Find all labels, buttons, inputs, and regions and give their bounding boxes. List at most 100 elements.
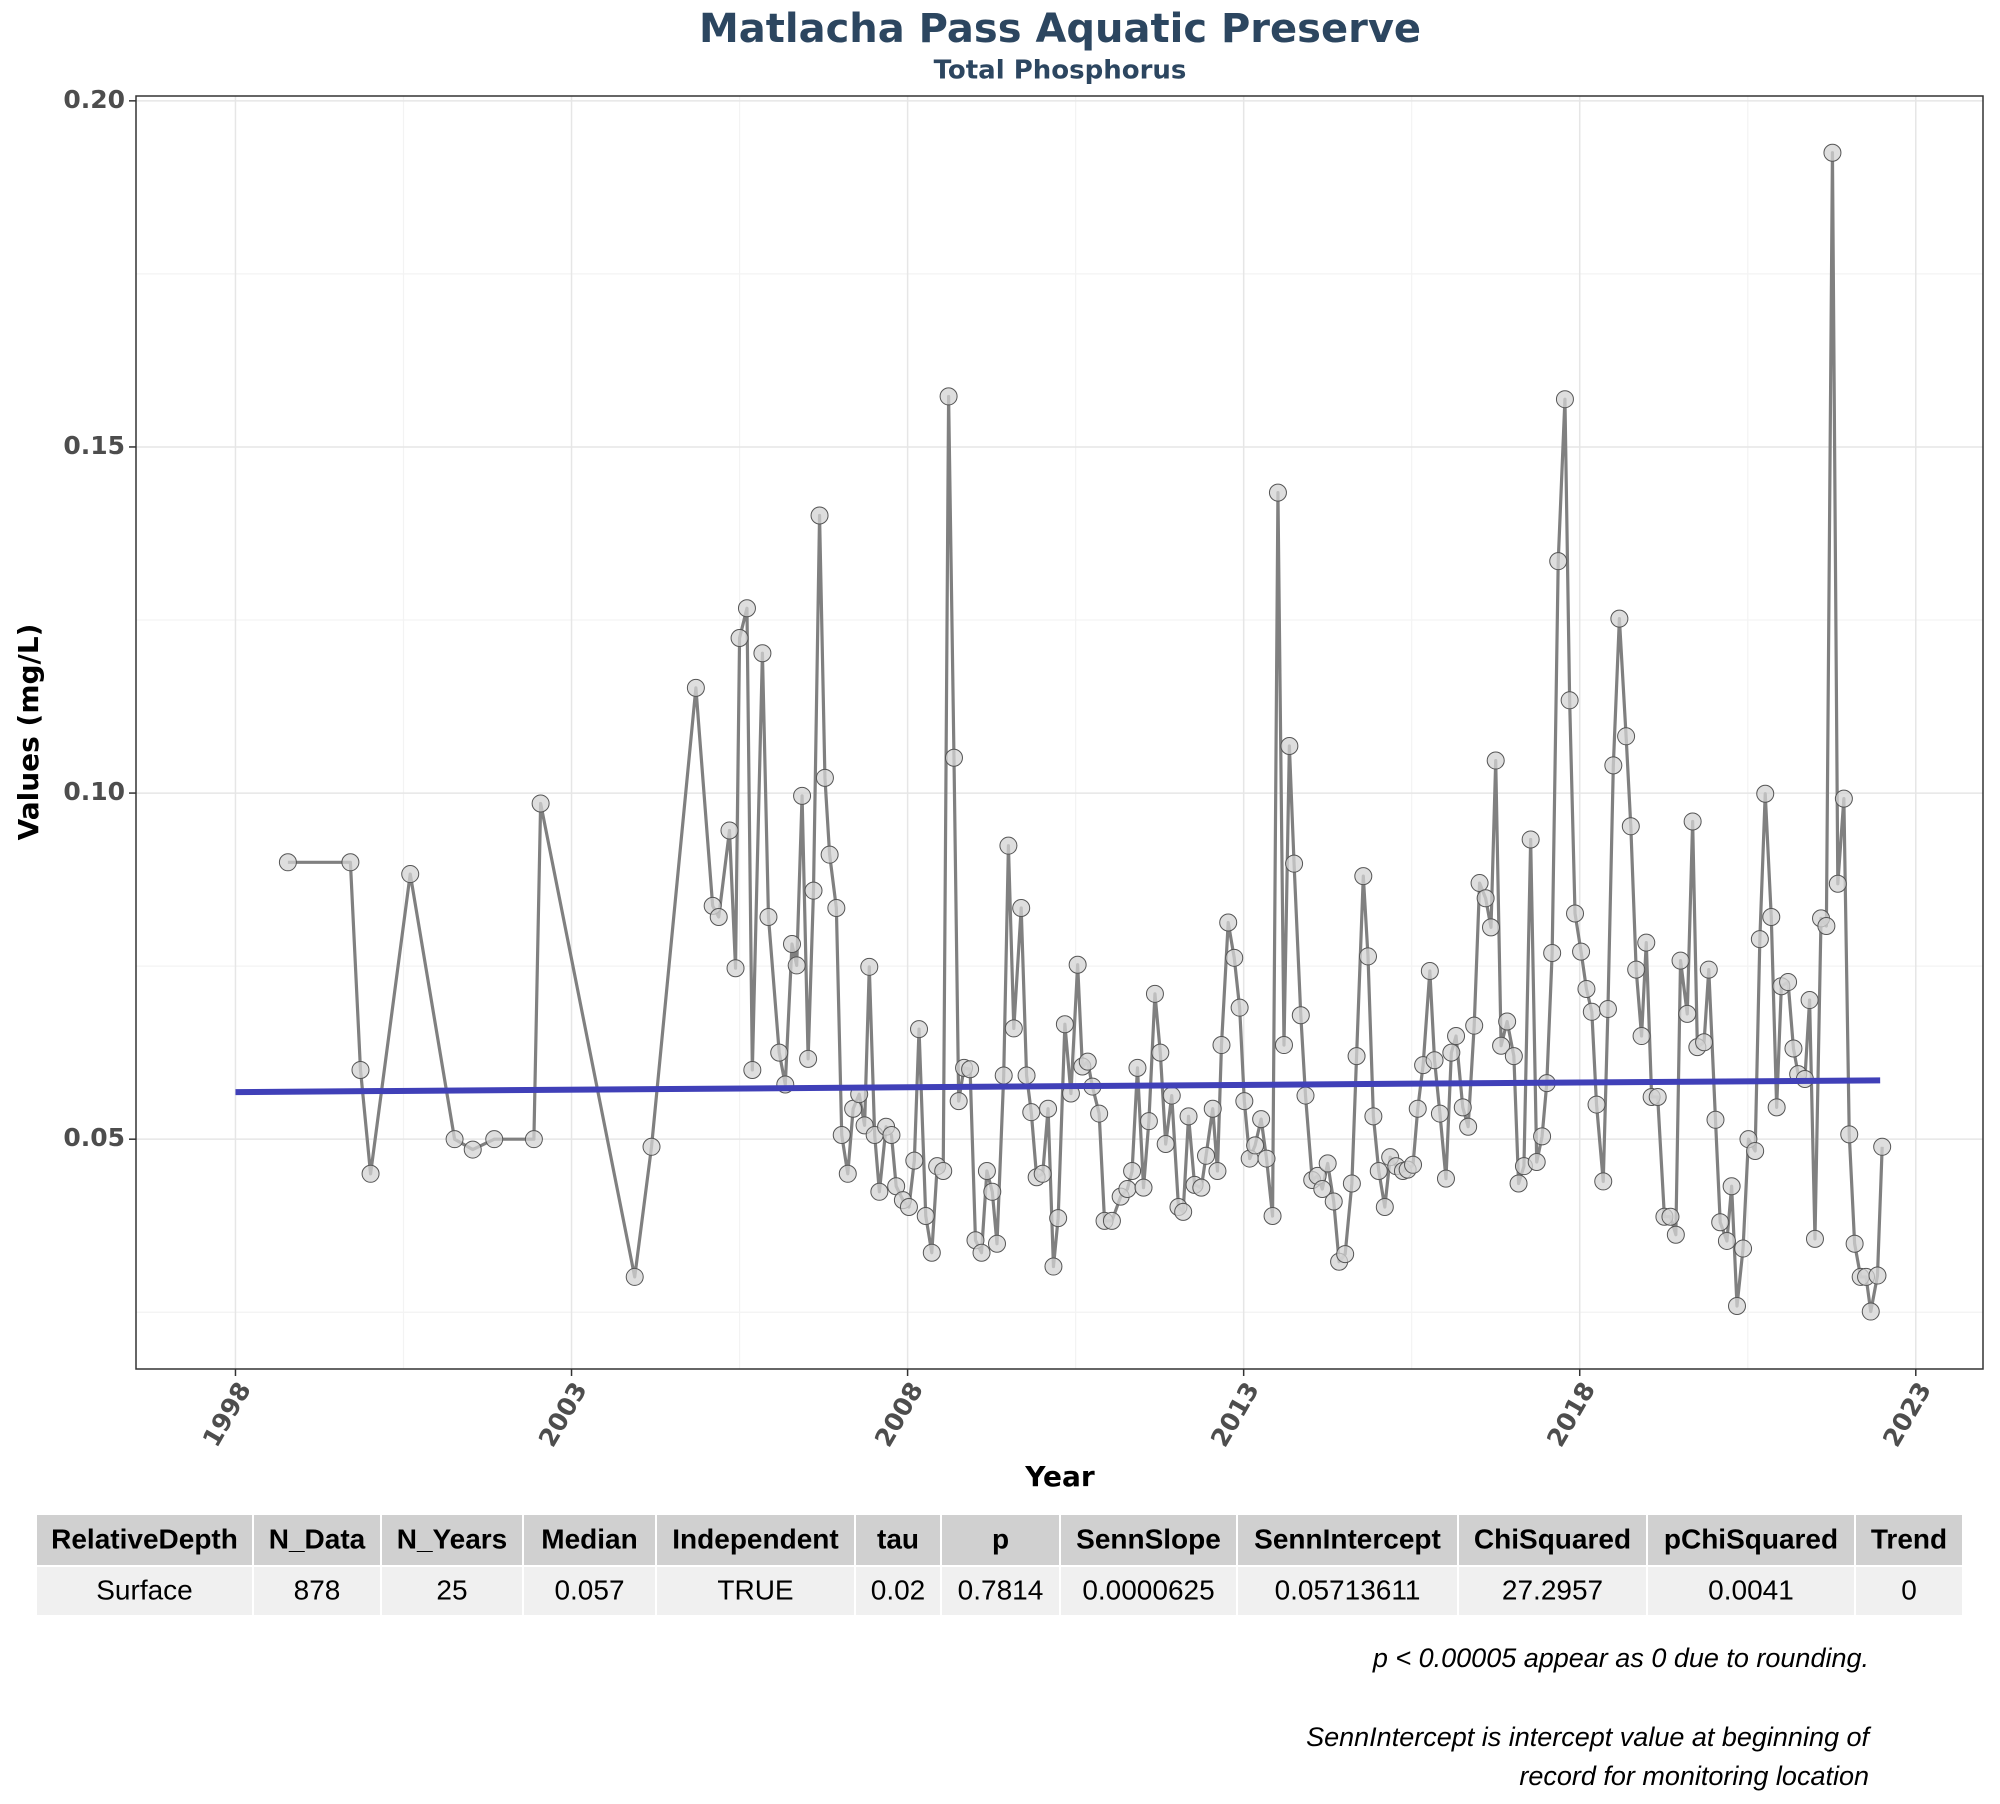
table-cell-text: 27.2957 (1502, 1574, 1603, 1605)
data-point (916, 1207, 935, 1226)
data-point (1162, 1086, 1181, 1105)
data-point (743, 1060, 762, 1079)
data-point (1711, 1213, 1730, 1232)
y-axis-title: Values (mg/L) (12, 624, 45, 841)
data-point (1632, 1027, 1651, 1046)
data-point (1587, 1095, 1606, 1114)
table-cell-text: 0.05713611 (1275, 1574, 1421, 1605)
data-point (1197, 1146, 1216, 1165)
data-point (1594, 1172, 1613, 1191)
data-point (820, 845, 839, 864)
data-point (1263, 1207, 1282, 1226)
data-point (1364, 1107, 1383, 1126)
data-point (1722, 1177, 1741, 1196)
table-cell (252, 1565, 382, 1617)
table-header-cell (522, 1513, 657, 1567)
data-point (1750, 930, 1769, 949)
data-point (1044, 1257, 1063, 1276)
data-point (1174, 1202, 1193, 1221)
table-cell (940, 1565, 1061, 1617)
data-point (815, 768, 834, 787)
data-point (910, 1020, 929, 1039)
data-point (361, 1164, 380, 1183)
table-header: SennIntercept (1254, 1523, 1441, 1554)
data-point (1521, 830, 1540, 849)
data-point (1492, 1036, 1511, 1055)
data-point (720, 821, 739, 840)
table-cell-text: 878 (294, 1574, 341, 1605)
footnote: p < 0.00005 appear as 0 due to rounding. (1372, 1643, 1869, 1673)
data-point (1840, 1125, 1859, 1144)
y-tick-label: 0.10 (63, 777, 125, 806)
data-point (787, 956, 806, 975)
data-point (827, 898, 846, 917)
table-header: SennSlope (1076, 1523, 1221, 1554)
data-point (1817, 916, 1836, 935)
data-point (1845, 1234, 1864, 1253)
data-point (799, 1049, 818, 1068)
data-point (1873, 1137, 1892, 1156)
data-point (1012, 898, 1031, 917)
data-point (642, 1137, 661, 1156)
data-point (1359, 947, 1378, 966)
data-point (737, 599, 756, 618)
y-tick-label: 0.15 (63, 431, 125, 460)
data-point (860, 957, 879, 976)
table-header-cell (1646, 1513, 1856, 1567)
data-point (1268, 483, 1287, 502)
data-point (972, 1243, 991, 1262)
table-header: Trend (1871, 1523, 1947, 1554)
data-point (944, 748, 963, 767)
data-point (1678, 1004, 1697, 1023)
data-point (1318, 1154, 1337, 1173)
data-point (1683, 812, 1702, 831)
chart-subtitle: Total Phosphorus (934, 56, 1187, 86)
data-point (1621, 817, 1640, 836)
data-point (1504, 1047, 1523, 1066)
data-point (753, 644, 772, 663)
data-point (804, 881, 823, 900)
data-point (709, 907, 728, 926)
data-point (1017, 1066, 1036, 1085)
table-cell (1059, 1565, 1238, 1617)
data-point (1257, 1149, 1276, 1168)
data-point (686, 678, 705, 697)
data-point (1118, 1180, 1137, 1199)
data-point (1408, 1099, 1427, 1118)
data-point (1280, 736, 1299, 755)
data-point (1442, 1043, 1461, 1062)
data-point (1128, 1058, 1147, 1077)
data-point (1486, 751, 1505, 770)
data-point (1404, 1155, 1423, 1174)
table-header: RelativeDepth (51, 1523, 238, 1554)
data-point (1779, 973, 1798, 992)
table-header: Median (541, 1523, 637, 1554)
data-point (922, 1243, 941, 1262)
data-point (1068, 955, 1087, 974)
data-point (1225, 948, 1244, 967)
data-point (782, 934, 801, 953)
data-point (1055, 1015, 1074, 1034)
table-header-cell (380, 1513, 524, 1567)
data-point (1666, 1225, 1685, 1244)
data-point (1598, 1000, 1617, 1019)
data-point (793, 786, 812, 805)
data-point (1648, 1087, 1667, 1106)
data-point (770, 1043, 789, 1062)
data-point (994, 1066, 1013, 1085)
data-point (1203, 1099, 1222, 1118)
data-point (1800, 991, 1819, 1010)
data-point (1230, 998, 1249, 1017)
y-tick-label: 0.20 (63, 85, 125, 114)
data-point (1627, 960, 1646, 979)
data-point (1354, 867, 1373, 886)
data-point (1861, 1302, 1880, 1321)
data-point (1078, 1052, 1097, 1071)
table-cell (522, 1565, 657, 1617)
data-point (341, 853, 360, 872)
data-point (1291, 1006, 1310, 1025)
data-point (1151, 1043, 1170, 1062)
data-point (485, 1130, 504, 1149)
data-point (1219, 913, 1238, 932)
